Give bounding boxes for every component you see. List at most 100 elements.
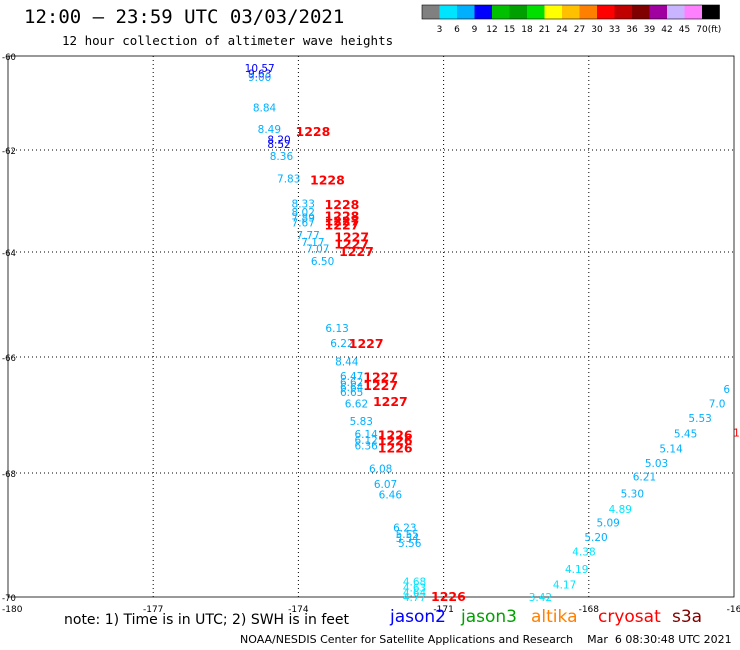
swh-label: 5.53 xyxy=(688,413,711,425)
swh-label: 7.67 xyxy=(292,217,315,229)
scale-unit-label: (ft) xyxy=(708,25,722,35)
swh-label: 6.21 xyxy=(633,472,656,484)
swh-label: 6.36 xyxy=(354,441,378,453)
scale-swatch xyxy=(597,5,615,19)
y-tick-label: -62 xyxy=(2,147,16,157)
scale-tick-label: 12 xyxy=(486,25,497,35)
satellite-jason2: jason2 xyxy=(390,607,446,627)
satellite-cryosat: cryosat xyxy=(598,607,661,627)
scale-tick-label: 18 xyxy=(521,25,533,35)
x-tick-label: -177 xyxy=(143,605,163,615)
y-tick-label: -60 xyxy=(2,53,16,63)
swh-label: 8.44 xyxy=(335,357,359,369)
swh-label: 4.77 xyxy=(403,592,426,604)
scale-swatch xyxy=(562,5,580,19)
time-label: 1227 xyxy=(339,244,374,259)
swh-label: 7.17 xyxy=(301,237,324,249)
swh-label: 1 xyxy=(733,427,740,439)
swh-label: 5.45 xyxy=(674,429,697,441)
swh-label: 6.14 xyxy=(354,429,378,441)
scale-swatch xyxy=(457,5,475,19)
swh-label: 6 xyxy=(723,384,730,396)
swh-label: 5.56 xyxy=(398,538,422,550)
time-label: 1228 xyxy=(325,197,360,212)
scale-tick-label: 45 xyxy=(679,25,690,35)
y-tick-label: -64 xyxy=(2,249,16,259)
time-label: 1226 xyxy=(378,427,413,442)
swh-label: 8.02 xyxy=(292,207,315,219)
satellite-altika: altika xyxy=(531,607,578,627)
swh-label: 6.62 xyxy=(340,377,363,389)
scale-tick-label: 27 xyxy=(574,25,585,35)
time-label: 1228 xyxy=(325,208,360,223)
time-label: 1226 xyxy=(431,589,466,604)
y-tick-label: -70 xyxy=(2,594,16,604)
swh-label: 6.12 xyxy=(354,435,377,447)
swh-label: 4.19 xyxy=(565,564,588,576)
wave-height-color-scale: 3 6 9 12 15 18 21 24 27 30 33 36 39 42 45 70 (ft) xyxy=(421,4,722,35)
swh-label: 4.68 xyxy=(403,577,426,589)
x-tick-label: -174 xyxy=(288,605,309,615)
scale-tick-label: 6 xyxy=(454,25,460,35)
scale-tick-label: 15 xyxy=(504,25,515,35)
swh-label: 5.30 xyxy=(621,488,644,500)
scale-swatch xyxy=(492,5,510,19)
scale-swatch xyxy=(667,5,685,19)
footer-note: note: 1) Time is in UTC; 2) SWH is in fe… xyxy=(64,612,350,628)
chart-subtitle: 12 hour collection of altimeter wave hei… xyxy=(62,33,394,48)
swh-label: 4.17 xyxy=(553,580,576,592)
swh-label: 7.0 xyxy=(709,398,726,410)
scale-swatch xyxy=(474,5,492,19)
swh-label: 7.77 xyxy=(296,230,319,242)
swh-label: 6.62 xyxy=(345,398,368,410)
swh-label: 9.00 xyxy=(248,72,271,84)
scale-swatch xyxy=(509,5,527,19)
scale-swatch xyxy=(544,5,562,19)
scale-tick-label: 30 xyxy=(591,25,603,35)
x-tick-label: -171 xyxy=(433,605,453,615)
scale-tick-label: 33 xyxy=(609,25,620,35)
swh-label: 8.49 xyxy=(258,124,281,136)
swh-label: 10.57 xyxy=(245,63,275,75)
scale-border xyxy=(421,4,720,20)
scale-swatch xyxy=(579,5,597,19)
y-tick-label: -66 xyxy=(2,354,16,364)
scale-tick-label: 42 xyxy=(661,25,672,35)
swh-label: 6.23 xyxy=(393,523,416,535)
satellite-jason3: jason3 xyxy=(461,607,517,627)
scale-tick-label: 39 xyxy=(644,25,656,35)
swh-label: 6.65 xyxy=(340,387,363,399)
time-label: 1227 xyxy=(325,213,360,228)
time-label: 1226 xyxy=(378,441,413,456)
scale-swatch xyxy=(684,5,702,19)
swh-label: 6.64 xyxy=(340,382,364,394)
scale-swatch xyxy=(439,5,457,19)
swh-label: 8.20 xyxy=(267,135,290,147)
swh-label: 5.14 xyxy=(659,444,683,456)
x-tick-label: -180 xyxy=(2,605,23,615)
y-tick-label: -68 xyxy=(2,470,16,480)
scale-tick-label: 24 xyxy=(556,25,568,35)
swh-label: 6.07 xyxy=(374,479,397,491)
swh-label: 4.64 xyxy=(403,588,427,600)
time-label: 1227 xyxy=(325,217,360,232)
swh-label: 6.47 xyxy=(340,371,363,383)
swh-label: 7.83 xyxy=(277,174,300,186)
time-label: 1227 xyxy=(373,394,408,409)
scale-tick-label: 36 xyxy=(626,25,638,35)
time-label: 1227 xyxy=(363,378,398,393)
scale-tick-label: 9 xyxy=(472,25,478,35)
scale-swatch xyxy=(649,5,667,19)
swh-label: 5.54 xyxy=(396,533,420,545)
swh-label: 8.52 xyxy=(267,139,290,151)
swh-label: 5.55 xyxy=(396,529,419,541)
scale-swatch xyxy=(422,5,440,19)
swh-label: 6.50 xyxy=(311,256,334,268)
swh-label: 4.38 xyxy=(572,547,595,559)
swh-label: 5.03 xyxy=(645,458,668,470)
swh-label: 3.42 xyxy=(529,592,552,604)
time-label: 1227 xyxy=(334,236,369,251)
swh-label: 6.46 xyxy=(379,490,403,502)
time-label: 1227 xyxy=(363,369,398,384)
swh-label: 8.36 xyxy=(270,151,294,163)
